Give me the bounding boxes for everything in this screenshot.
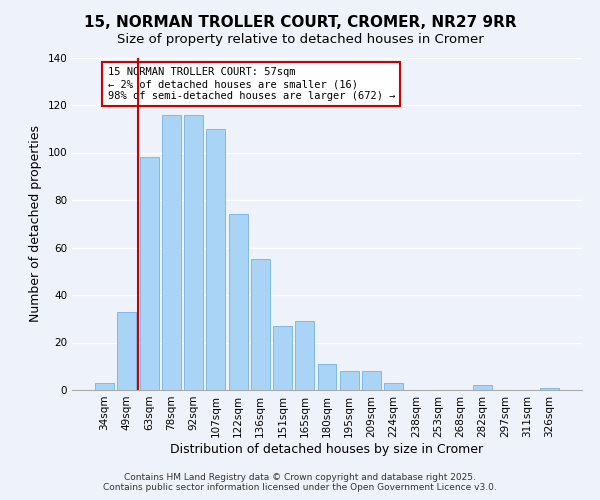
Bar <box>273 326 292 390</box>
Text: 15 NORMAN TROLLER COURT: 57sqm
← 2% of detached houses are smaller (16)
98% of s: 15 NORMAN TROLLER COURT: 57sqm ← 2% of d… <box>108 68 395 100</box>
Bar <box>118 312 136 390</box>
Bar <box>295 321 314 390</box>
Bar <box>473 385 492 390</box>
Bar <box>206 128 225 390</box>
Bar <box>184 114 203 390</box>
Bar <box>251 260 270 390</box>
Text: Size of property relative to detached houses in Cromer: Size of property relative to detached ho… <box>116 32 484 46</box>
Y-axis label: Number of detached properties: Number of detached properties <box>29 125 42 322</box>
Bar <box>384 383 403 390</box>
Bar <box>95 383 114 390</box>
Bar <box>540 388 559 390</box>
Bar <box>162 114 181 390</box>
Bar <box>140 157 158 390</box>
Text: 15, NORMAN TROLLER COURT, CROMER, NR27 9RR: 15, NORMAN TROLLER COURT, CROMER, NR27 9… <box>83 15 517 30</box>
Bar <box>229 214 248 390</box>
Text: Contains HM Land Registry data © Crown copyright and database right 2025.
Contai: Contains HM Land Registry data © Crown c… <box>103 473 497 492</box>
Bar <box>317 364 337 390</box>
Bar <box>340 371 359 390</box>
Bar <box>362 371 381 390</box>
X-axis label: Distribution of detached houses by size in Cromer: Distribution of detached houses by size … <box>170 442 484 456</box>
